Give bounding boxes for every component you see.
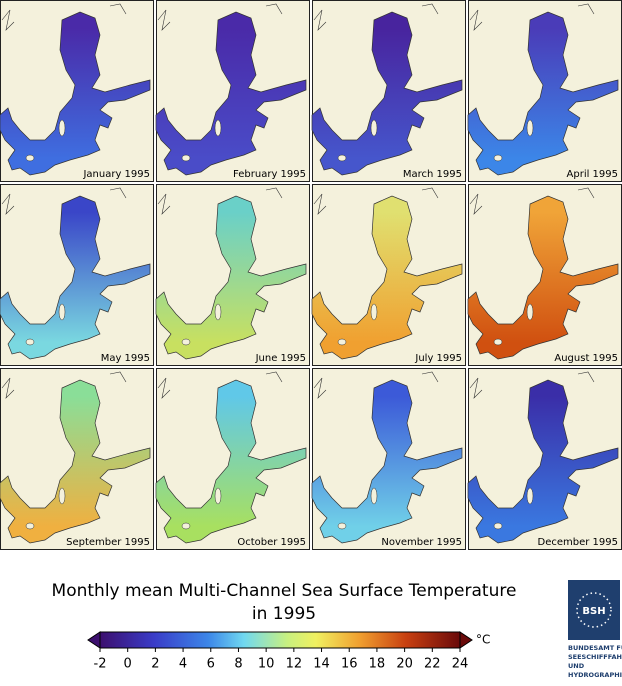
coast-detail [313,371,439,399]
map-panel: August 1995 [467,184,622,366]
island [337,338,347,346]
colorbar-tick-label: 4 [179,657,187,672]
panel-label: November 1995 [381,537,462,548]
island [214,303,222,321]
island [526,303,534,321]
map-panel: February 1995 [155,0,310,182]
coast-detail [469,3,595,31]
colorbar-tick-label: -2 [94,657,107,672]
logo-text: HYDROGRAPHIE [568,671,622,679]
panel-label: May 1995 [101,353,150,364]
coast-detail [1,371,127,399]
colorbar-unit: °C [476,633,490,647]
map-panel: November 1995 [311,368,466,550]
map-panel: September 1995 [0,368,154,550]
panel-label: January 1995 [82,169,150,180]
island [493,522,503,530]
map-panel: May 1995 [0,184,154,366]
panel-label: April 1995 [567,169,618,180]
logo-stars [576,592,612,628]
island [214,119,222,137]
colorbar-tick-label: 24 [452,657,469,672]
colorbar-tick-label: 16 [341,657,358,672]
colorbar-tick-label: 20 [396,657,413,672]
island [58,303,66,321]
logo-text: BUNDESAMT FÜR [568,643,622,652]
island [370,487,378,505]
island [337,154,347,162]
panel-label: June 1995 [255,353,306,364]
map-panel: July 1995 [311,184,466,366]
panel-label: October 1995 [237,537,306,548]
island [526,119,534,137]
coast-detail [157,371,283,399]
map-panel: January 1995 [0,0,154,182]
island [214,487,222,505]
coast-detail [313,3,439,31]
coast-detail [469,371,595,399]
colorbar-tick-label: 6 [207,657,215,672]
panel-label: July 1995 [414,353,462,364]
colorbar-tick-label: 2 [151,657,159,672]
map-panel: December 1995 [467,368,622,550]
colorbar-arrow [87,631,101,649]
logo-mark: BSH [582,606,605,617]
island [370,119,378,137]
logo-text: SEESCHIFFFAHRT [568,653,622,661]
island [526,487,534,505]
logo: BSH [568,580,620,640]
colorbar-tick-label: 12 [286,657,303,672]
coast-detail [313,187,439,215]
colorbar-frame [99,631,461,649]
map-panel: March 1995 [311,0,466,182]
title-line: Monthly mean Multi-Channel Sea Surface T… [52,581,517,601]
colorbar [100,632,460,648]
colorbar-tick-label: 8 [234,657,242,672]
panel-label: March 1995 [403,169,462,180]
panel-label: December 1995 [538,537,618,548]
colorbar-tick-label: 18 [369,657,386,672]
title-line: in 1995 [252,604,316,624]
island [493,154,503,162]
panel-label: September 1995 [66,537,150,548]
colorbar-tick-label: 22 [424,657,441,672]
panel-label: February 1995 [233,169,306,180]
map-panel: June 1995 [155,184,310,366]
coast-detail [469,187,595,215]
island [337,522,347,530]
map-panel: April 1995 [467,0,622,182]
island [58,487,66,505]
island [25,338,35,346]
panel-label: August 1995 [554,353,618,364]
island [25,522,35,530]
island [370,303,378,321]
colorbar-arrow [459,631,473,649]
colorbar-tick-label: 0 [124,657,132,672]
logo-text: UND [568,662,585,670]
island [58,119,66,137]
coast-detail [1,187,127,215]
colorbar-tick-label: 10 [258,657,275,672]
island [493,338,503,346]
coast-detail [157,187,283,215]
island [181,154,191,162]
coast-detail [157,3,283,31]
coast-detail [1,3,127,31]
island [25,154,35,162]
island [181,522,191,530]
island [181,338,191,346]
map-panel: October 1995 [155,368,310,550]
colorbar-tick-label: 14 [313,657,330,672]
